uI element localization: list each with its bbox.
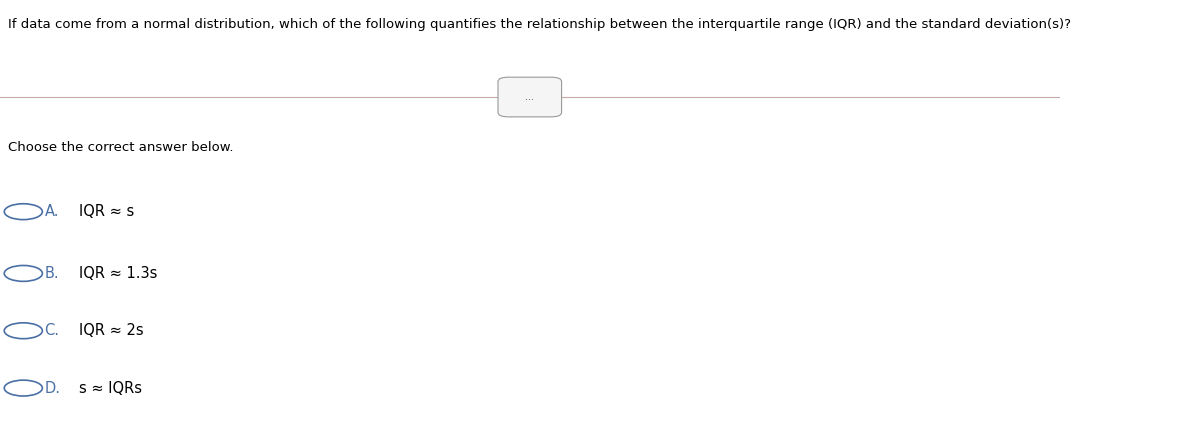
Text: IQR ≈ 1.3s: IQR ≈ 1.3s [79,266,158,281]
Text: s ≈ IQRs: s ≈ IQRs [79,381,143,396]
Text: A.: A. [44,204,59,219]
Text: D.: D. [44,381,60,396]
Text: ...: ... [526,92,534,102]
FancyBboxPatch shape [498,77,562,117]
Text: IQR ≈ s: IQR ≈ s [79,204,134,219]
Text: Choose the correct answer below.: Choose the correct answer below. [8,141,234,154]
Text: C.: C. [44,323,60,338]
Text: IQR ≈ 2s: IQR ≈ 2s [79,323,144,338]
Text: B.: B. [44,266,59,281]
Text: If data come from a normal distribution, which of the following quantifies the r: If data come from a normal distribution,… [8,18,1072,30]
